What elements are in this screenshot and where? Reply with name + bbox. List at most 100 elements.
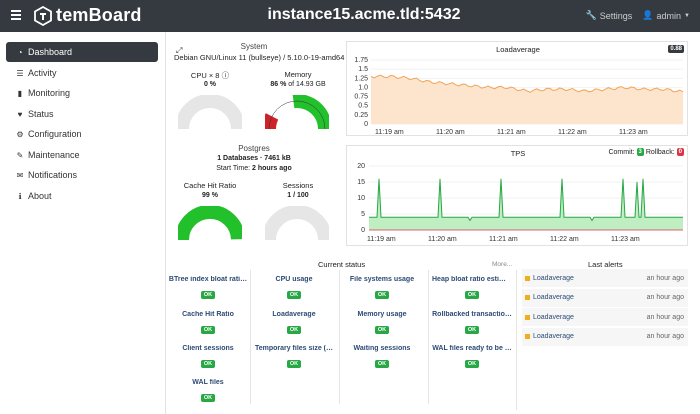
status-card[interactable]: WAL files OK	[168, 375, 248, 411]
status-card-name: CPU usage	[275, 276, 313, 283]
tps-legend: Commit: 3 Rollback: 0	[608, 148, 684, 156]
alert-row[interactable]: Loadaverage an hour ago	[522, 269, 688, 287]
info-icon: ℹ	[18, 191, 22, 201]
status-card[interactable]: Temporary files size (… OK	[254, 341, 334, 377]
loadaverage-ytick: 0	[364, 121, 368, 128]
tps-chart: 20 15 10 5 011:19 am 11:20 am 11:21 am 11:22 am…	[357, 163, 683, 243]
system-os: Debian GNU/Linux 11 (bullseye) / 5.10.0-…	[174, 53, 345, 62]
tps-xtick: 11:22 am	[550, 236, 579, 243]
memory-gauge-segment	[292, 95, 329, 130]
status-card[interactable]: Rollbacked transactio… OK	[432, 307, 512, 343]
sidebar-item-monitoring[interactable]: ▮ Monitoring	[6, 83, 158, 103]
loadaverage-series-line	[370, 74, 684, 93]
sidebar-item-status[interactable]: ♥ Status	[6, 104, 158, 124]
loadaverage-ytick: 1.0	[358, 84, 368, 91]
loadaverage-ytick: 0.25	[354, 112, 368, 119]
cpu-value: 0 %	[203, 81, 217, 88]
status-card-name: Memory usage	[357, 311, 407, 318]
more-link[interactable]: More...	[492, 261, 513, 268]
tps-chart-title: TPS	[510, 149, 526, 158]
status-card[interactable]: Heap bloat ratio estim… OK	[432, 272, 512, 308]
sidebar-item-configuration[interactable]: ⚙ Configuration	[6, 124, 158, 144]
sidebar-item-maintenance[interactable]: ✎ Maintenance	[6, 145, 158, 165]
status-card[interactable]: Loadaverage OK	[254, 307, 334, 343]
sidebar-item-activity[interactable]: ☰ Activity	[6, 63, 158, 83]
alert-time: an hour ago	[646, 333, 684, 340]
instance-title: instance15.acme.tld:5432	[267, 6, 461, 23]
current-status-title: Current status	[318, 260, 366, 269]
sidebar-item-dashboard[interactable]: ◔ Dashboard	[6, 42, 158, 62]
status-card-name: Rollbacked transactio…	[432, 311, 512, 318]
divider	[516, 270, 517, 410]
loadaverage-chart: 1.75 1.5 1.25 1.0 0.75 0.5 0.25 0 11:19 am 11:20 …	[354, 57, 684, 136]
loadaverage-current-badge: 0.88	[668, 45, 684, 53]
status-card-name: Cache Hit Ratio	[182, 311, 234, 318]
menu-toggle-icon[interactable]	[11, 10, 21, 20]
loadaverage-xtick: 11:20 am	[436, 129, 465, 136]
warning-square-icon	[525, 275, 530, 281]
status-ok-badge: OK	[200, 394, 216, 402]
status-card[interactable]: BTree index bloat rati… OK	[168, 272, 248, 308]
tps-commit-line	[369, 178, 683, 222]
sidebar-item-about[interactable]: ℹ About	[6, 186, 158, 206]
status-card-name: File systems usage	[349, 276, 415, 283]
expand-icon[interactable]: ⤢	[176, 46, 183, 55]
sidebar-item-notifications[interactable]: ✉ Notifications	[6, 165, 158, 185]
status-card-name: WAL files	[192, 379, 224, 386]
status-ok-badge: OK	[464, 360, 480, 368]
tps-ytick: 20	[357, 163, 365, 170]
status-ok-badge: OK	[464, 291, 480, 299]
sidebar-item-label: Activity	[28, 68, 57, 78]
user-label: admin	[656, 10, 682, 21]
user-icon: 👤	[642, 10, 654, 20]
settings-link[interactable]: 🔧 Settings	[586, 10, 633, 21]
sidebar-item-label: About	[28, 191, 52, 201]
alert-row[interactable]: Loadaverage an hour ago	[522, 308, 688, 326]
sidebar-item-label: Dashboard	[28, 47, 73, 57]
alert-time: an hour ago	[646, 294, 684, 301]
cache-hit-label: Cache Hit Ratio	[183, 181, 237, 190]
info-icon: ⓘ	[221, 71, 230, 80]
alert-row[interactable]: Loadaverage an hour ago	[522, 327, 688, 346]
brand-name[interactable]: temBoard	[56, 5, 142, 25]
status-card[interactable]: CPU usage OK	[254, 272, 334, 308]
loadaverage-xtick: 11:21 am	[497, 129, 526, 136]
status-card-name: Waiting sessions	[353, 345, 411, 352]
tps-ytick: 15	[357, 179, 365, 186]
list-icon: ☰	[16, 68, 24, 78]
loadaverage-ytick: 1.75	[354, 57, 368, 64]
warning-square-icon	[525, 295, 530, 300]
gear-icon: ⚙	[16, 129, 24, 139]
status-ok-badge: OK	[464, 326, 480, 334]
status-card[interactable]: WAL files ready to be … OK	[432, 341, 512, 377]
caret-down-icon: ▼	[684, 12, 690, 19]
bar-chart-icon: ▮	[17, 88, 23, 98]
memory-gauge-segment	[265, 95, 295, 120]
loadaverage-xtick: 11:23 am	[619, 129, 648, 136]
alert-name: Loadaverage	[533, 333, 574, 340]
tps-ytick: 0	[361, 227, 365, 234]
user-menu[interactable]: 👤 admin ▼	[642, 10, 690, 21]
loadaverage-ytick: 0.75	[354, 94, 368, 101]
status-ok-badge: OK	[374, 291, 390, 299]
status-card[interactable]: Waiting sessions OK	[342, 341, 422, 377]
alert-row[interactable]: Loadaverage an hour ago	[522, 288, 688, 307]
tps-chart-panel: TPS Commit: 3 Rollback: 0 20 15 10 5 0 11:19 …	[346, 145, 688, 246]
commit-badge: 3	[636, 148, 644, 156]
status-card[interactable]: Client sessions OK	[168, 341, 248, 377]
tps-xtick: 11:20 am	[428, 236, 457, 243]
alert-name: Loadaverage	[533, 313, 574, 321]
top-navbar: temBoard instance15.acme.tld:5432 🔧 Sett…	[0, 0, 700, 32]
sidebar-item-label: Maintenance	[28, 150, 80, 160]
status-card-name: Loadaverage	[272, 311, 316, 318]
memory-value: 86 % of 14.93 GB	[270, 81, 326, 88]
sidebar-item-label: Configuration	[28, 129, 82, 139]
loadaverage-ytick: 1.5	[358, 66, 368, 73]
status-card[interactable]: Memory usage OK	[342, 307, 422, 343]
status-card[interactable]: File systems usage OK	[342, 272, 422, 308]
postgres-start-time: Start Time: 2 hours ago	[216, 165, 292, 172]
divider	[250, 270, 251, 404]
status-card[interactable]: Cache Hit Ratio OK	[168, 307, 248, 343]
tps-ytick: 5	[361, 211, 365, 218]
loadaverage-chart-title: Loadaverage	[496, 45, 540, 54]
